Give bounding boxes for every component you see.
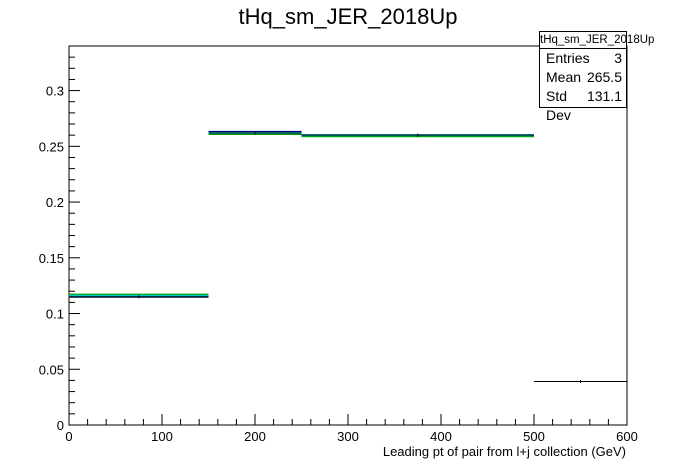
stats-box: tHq_sm_JER_2018Up Entries 3 Mean 265.5 S… bbox=[539, 31, 654, 123]
stats-stddev-label: Std Dev bbox=[546, 88, 571, 123]
x-tick-label: 500 bbox=[523, 429, 545, 444]
x-tick-label: 400 bbox=[430, 429, 452, 444]
y-tick-label: 0.3 bbox=[46, 84, 64, 99]
x-tick-label: 100 bbox=[151, 429, 173, 444]
x-tick-label: 600 bbox=[616, 429, 638, 444]
x-axis-label: Leading pt of pair from l+j collection (… bbox=[382, 444, 626, 459]
stats-entries-value: 3 bbox=[614, 50, 622, 66]
stats-mean-row: Mean 265.5 bbox=[540, 68, 626, 87]
y-tick-label: 0.25 bbox=[39, 139, 64, 154]
y-tick-label: 0.05 bbox=[39, 362, 64, 377]
y-tick-label: 0.15 bbox=[39, 251, 64, 266]
y-tick-label: 0.2 bbox=[46, 195, 64, 210]
stats-entries-label: Entries bbox=[546, 50, 590, 66]
x-tick-label: 200 bbox=[244, 429, 266, 444]
stats-entries-row: Entries 3 bbox=[540, 49, 626, 68]
x-tick-label: 0 bbox=[65, 429, 72, 444]
stats-title: tHq_sm_JER_2018Up bbox=[540, 32, 654, 49]
y-tick-label: 0.1 bbox=[46, 307, 64, 322]
chart-title: tHq_sm_JER_2018Up bbox=[238, 4, 458, 29]
x-tick-label: 300 bbox=[337, 429, 359, 444]
stats-mean-value: 265.5 bbox=[586, 69, 622, 85]
stats-stddev-value: 131.1 bbox=[586, 88, 622, 104]
stats-stddev-row: Std Dev 131.1 bbox=[540, 87, 626, 125]
stats-mean-label: Mean bbox=[546, 69, 582, 85]
y-tick-label: 0 bbox=[57, 418, 64, 433]
